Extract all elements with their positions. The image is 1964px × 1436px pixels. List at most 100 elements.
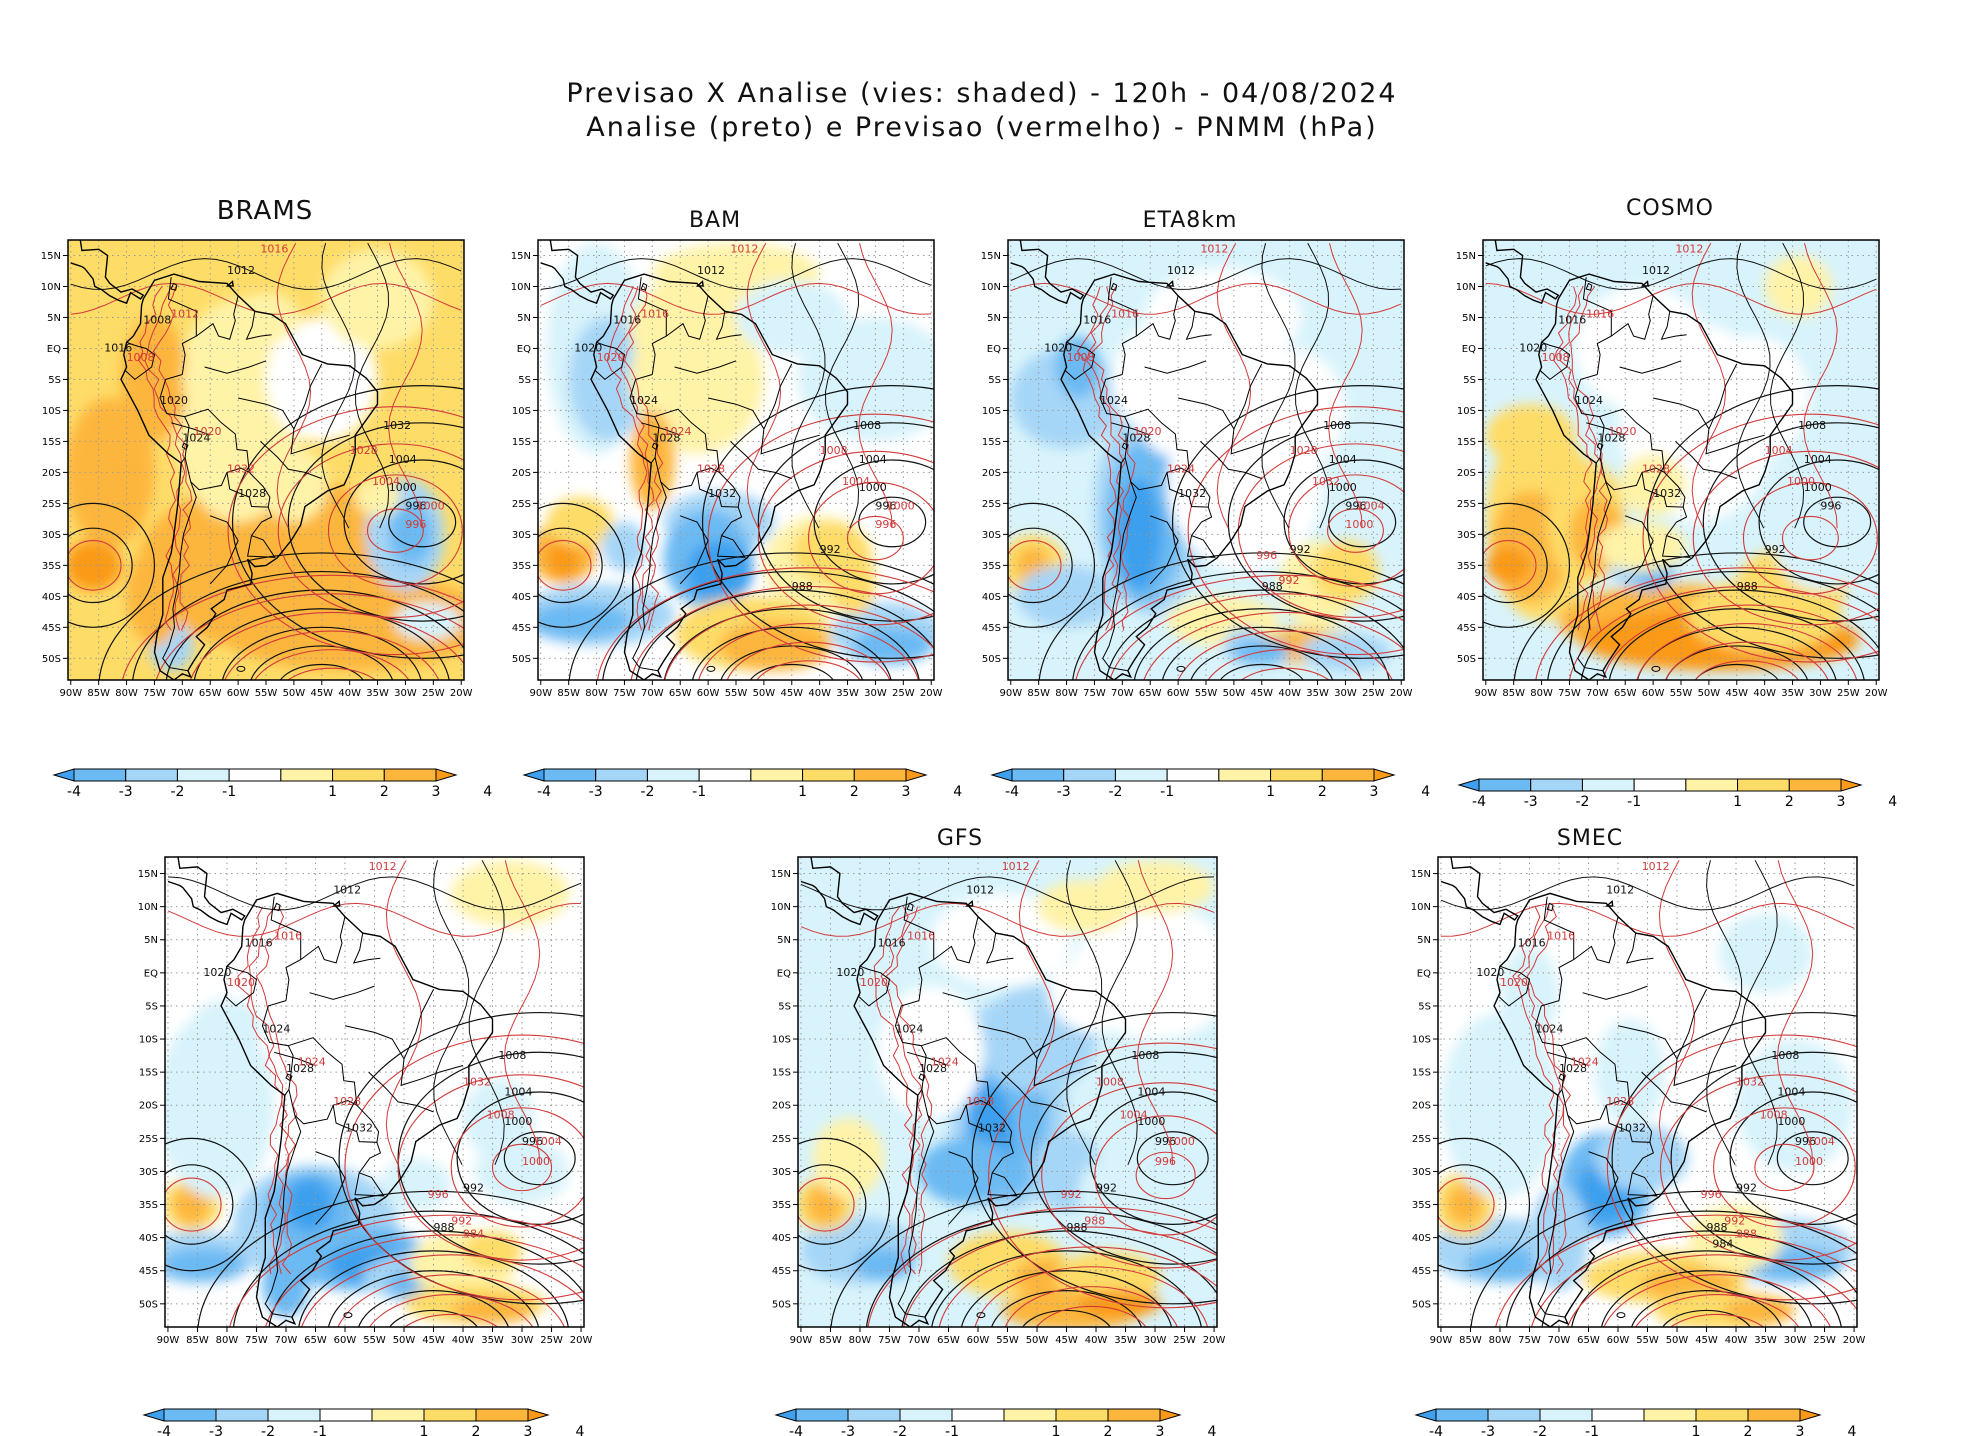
colorbar-label: -1: [313, 1424, 327, 1436]
isobar-1000: [698, 623, 919, 680]
colorbar-segment: [1321, 768, 1375, 782]
axes: 90W 85W 80W 75W 70W 65W 60W 55W 50W 45W 40W 35W 30W 2…: [1411, 869, 1866, 1346]
border: [1652, 397, 1710, 430]
isobar-1024: [757, 450, 934, 626]
isobar-996: [254, 649, 410, 680]
isobar-1012: [597, 567, 934, 680]
south-america-coast: [853, 892, 1127, 1327]
lon-tick-label: 20W: [1203, 1335, 1226, 1346]
contour-label-forecast: 984: [463, 1228, 484, 1241]
lat-tick-label: 20S: [982, 468, 1001, 479]
bias-blob: [1139, 385, 1240, 460]
isobar-1028: [1713, 1107, 1856, 1228]
lon-tick-label: 35W: [1306, 688, 1329, 699]
lat-tick-label: 5S: [1463, 375, 1476, 386]
caribbean-island: [1137, 234, 1147, 238]
lat-tick-label: 25S: [1457, 499, 1476, 510]
south-america-coast: [590, 273, 849, 680]
isobar-1032: [1328, 496, 1397, 548]
contour-label-forecast: 1020: [1500, 976, 1528, 989]
isobar-line: [1706, 860, 1743, 1166]
contour-label-forecast: 1004: [372, 475, 400, 488]
colorbar-segment: [1695, 1408, 1749, 1422]
lat-tick-label: EQ: [517, 344, 531, 355]
isobar-1004: [301, 1254, 584, 1327]
border: [903, 896, 935, 1001]
lat-tick-label: 15S: [42, 437, 61, 448]
lon-tick-label: 35W: [366, 688, 389, 699]
isobar-1028: [450, 1107, 584, 1228]
contour-label-analysis: 1000: [389, 481, 417, 494]
border: [921, 1037, 991, 1125]
contour-label-analysis: 1028: [1559, 1062, 1587, 1075]
isobar-988: [1694, 663, 1779, 680]
contour-label-analysis: 1016: [1558, 314, 1586, 327]
isobar-1012: [1513, 552, 1879, 680]
isobar-1032: [388, 496, 457, 548]
lat-tick-label: 5N: [144, 935, 158, 946]
falklands: [706, 665, 716, 672]
border: [933, 916, 979, 964]
lon-tick-label: 20W: [450, 688, 473, 699]
colorbar-label: 4: [483, 784, 492, 800]
lon-tick-label: 80W: [1489, 1335, 1512, 1346]
isobar-996: [1634, 1294, 1800, 1327]
contour-label-analysis: 1008: [1798, 419, 1826, 432]
isobar-line: [321, 242, 356, 529]
isobar-line: [1736, 242, 1771, 529]
lat-tick-label: 20S: [512, 468, 531, 479]
lon-tick-label: 70W: [275, 1335, 298, 1346]
map-area: 1012101610201024102810321008100410009969…: [1438, 857, 1857, 1327]
contour-labels: 1012101610201024102810321008100410009969…: [574, 242, 914, 593]
isobar-1000: [1608, 608, 1865, 680]
lon-tick-label: 85W: [1502, 688, 1525, 699]
isobar-line: [70, 258, 462, 290]
isobar-1004: [635, 589, 934, 680]
colorbar-label: 1: [798, 784, 807, 800]
lat-tick-label: 10N: [1456, 282, 1476, 293]
lon-tick-label: 70W: [1586, 688, 1609, 699]
lon-tick-label: 20W: [920, 688, 943, 699]
contour-label-analysis: 1028: [919, 1062, 947, 1075]
colorbar-label: -4: [1005, 784, 1019, 800]
lon-tick-label: 50W: [1698, 688, 1721, 699]
lat-tick-label: 45S: [512, 623, 531, 634]
colorbar-over-arrow: [905, 768, 928, 782]
colorbar-segment: [853, 768, 907, 782]
lat-tick-label: 35S: [772, 1200, 791, 1211]
isobar-992: [1190, 645, 1334, 680]
contour-label-analysis: 996: [405, 500, 426, 513]
bias-blob: [806, 1184, 843, 1225]
colorbar-segment: [1581, 778, 1635, 792]
isobar-992: [403, 1313, 499, 1327]
border: [261, 1000, 294, 1096]
lat-tick-label: 5N: [1417, 935, 1431, 946]
colorbar-label: 1: [1733, 794, 1742, 810]
lon-tick-label: 30W: [394, 688, 417, 699]
isobar-1016: [165, 1177, 222, 1232]
lon-tick-label: 50W: [1026, 1335, 1049, 1346]
andes-contour: [614, 286, 655, 631]
colorbar-segment: [1530, 778, 1583, 792]
border: [290, 363, 350, 455]
caribbean-island: [331, 900, 341, 907]
colorbar-segment: [73, 768, 127, 782]
lon-tick-label: 90W: [790, 1335, 813, 1346]
lon-tick-label: 30W: [864, 688, 887, 699]
bias-blob: [830, 552, 876, 615]
isobar-996: [1664, 641, 1829, 680]
isobar-1004: [165, 589, 464, 680]
isobar-1008: [630, 585, 934, 680]
caribbean-island: [667, 234, 677, 238]
panel-title-bam: BAM: [688, 208, 742, 233]
lat-tick-label: 15S: [139, 1068, 158, 1079]
colorbar-segment: [332, 768, 385, 782]
bias-blob: [812, 1118, 884, 1198]
border: [1624, 515, 1654, 585]
isobar-1012: [229, 1214, 584, 1327]
border: [124, 341, 156, 381]
coastlines: [1485, 240, 1794, 680]
contour-label-forecast: 1020: [193, 425, 221, 438]
lat-tick-label: 10S: [772, 1035, 791, 1046]
lon-tick-label: 70W: [641, 688, 664, 699]
